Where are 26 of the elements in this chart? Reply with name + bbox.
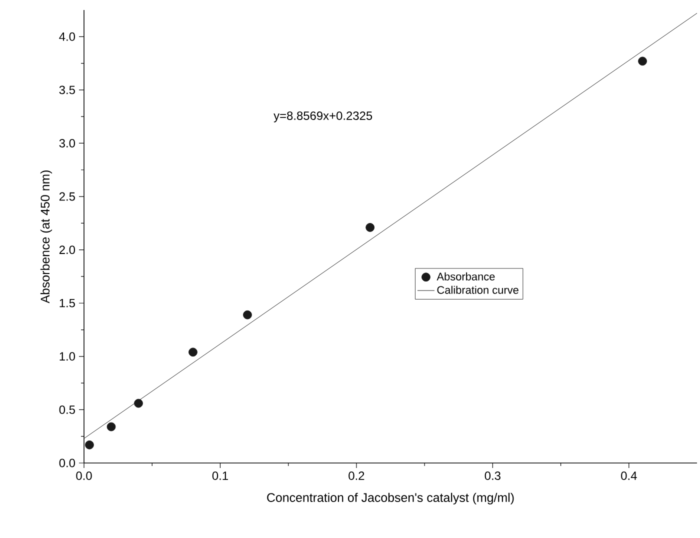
y-tick-label: 4.0 (59, 32, 76, 41)
point (366, 223, 375, 232)
x-axis-title: Concentration of Jacobsen's catalyst (mg/ml) (267, 492, 514, 504)
y-tick-label: 3.5 (59, 86, 75, 94)
point (134, 398, 143, 408)
y-tick-label: 3.0 (59, 139, 76, 148)
legend-label: Absorbance (436, 272, 495, 280)
y-tick-label: 1.0 (60, 352, 76, 361)
point (243, 310, 252, 320)
y-tick-label: 2.5 (59, 192, 75, 201)
point (638, 56, 647, 66)
x-tick-label: 0.1 (212, 472, 228, 480)
point (85, 440, 94, 450)
x-tick-label: 0.4 (621, 472, 637, 480)
legend-label: Calibration curve (437, 286, 518, 294)
y-tick-label: 2.0 (59, 246, 76, 254)
y-tick-label: 1.5 (60, 298, 75, 308)
point (106, 422, 116, 432)
y-tick-label: 0.5 (59, 405, 75, 414)
annotation: y=8.8569x+0.2325 (274, 111, 372, 122)
x-tick-label: 0.3 (484, 472, 500, 480)
x-tick-label: 0.0 (76, 472, 92, 480)
y-tick-label: 0.0 (59, 458, 76, 468)
y-axis-title: Absorbence (at 450 nm) (40, 170, 52, 304)
x-tick-label: 0.2 (348, 472, 364, 480)
point (188, 348, 198, 357)
